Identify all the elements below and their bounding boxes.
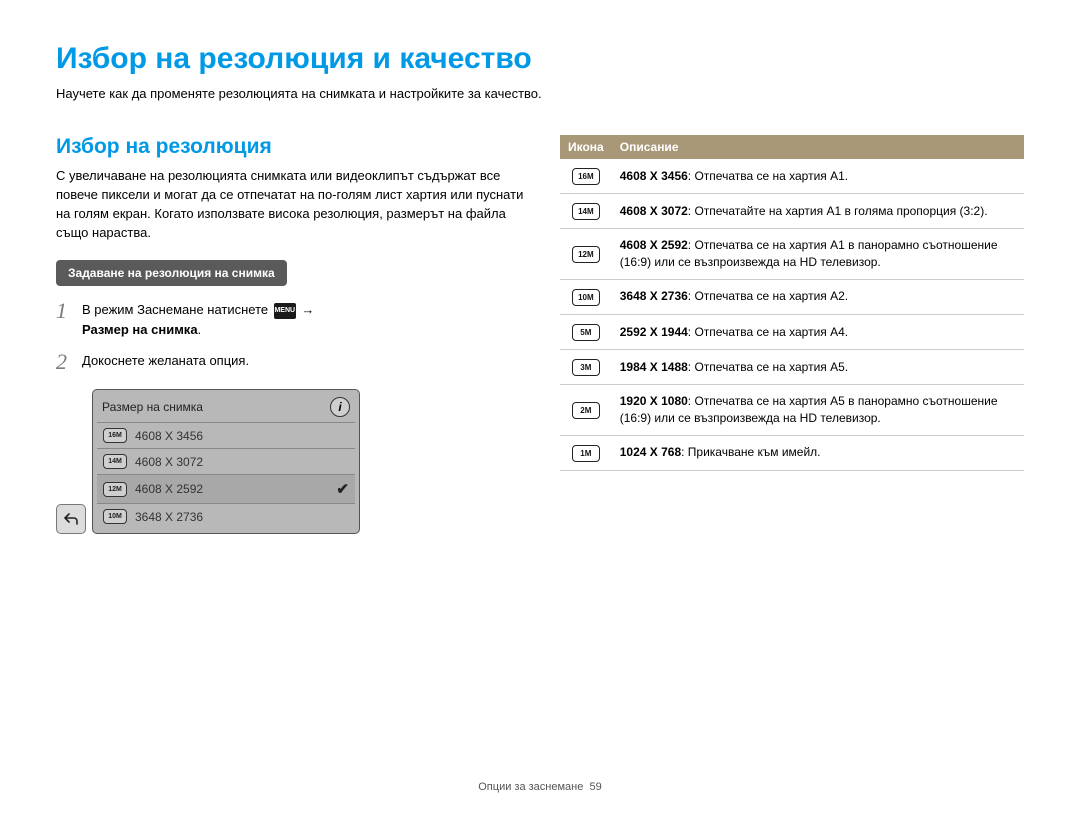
megapixel-icon: 16M bbox=[572, 168, 600, 185]
menu-icon: MENU bbox=[274, 303, 296, 319]
resolution-description: 1024 X 768: Прикачване към имейл. bbox=[612, 435, 1024, 470]
list-item: 14M 4608 X 3072 bbox=[97, 448, 355, 474]
table-row: 3M 1984 X 1488: Отпечатва се на хартия A5… bbox=[560, 349, 1024, 384]
page-footer: Опции за заснемане 59 bbox=[0, 781, 1080, 793]
step-number-1: 1 bbox=[56, 300, 72, 322]
section-heading: Избор на резолюция bbox=[56, 135, 526, 159]
table-header-icon: Икона bbox=[560, 135, 612, 159]
megapixel-icon: 12M bbox=[572, 246, 600, 263]
megapixel-icon: 2M bbox=[572, 402, 600, 419]
step-1-text: В режим Заснемане натиснете MENU → Разме… bbox=[82, 300, 526, 339]
check-icon: ✔ bbox=[336, 480, 349, 498]
resolution-table: Икона Описание 16M 4608 X 3456: Отпечатва… bbox=[560, 135, 1024, 471]
resolution-label: 4608 X 2592 bbox=[135, 482, 328, 496]
list-item: 16M 4608 X 3456 bbox=[97, 422, 355, 448]
resolution-description: 4608 X 3072: Отпечатайте на хартия A1 в … bbox=[612, 194, 1024, 229]
screenshot-title: Размер на снимка bbox=[102, 400, 203, 414]
megapixel-icon: 3M bbox=[572, 359, 600, 376]
list-item: 10M 3648 X 2736 bbox=[97, 503, 355, 529]
page-title: Избор на резолюция и качество bbox=[56, 42, 1024, 76]
megapixel-icon: 14M bbox=[572, 203, 600, 220]
megapixel-icon: 1M bbox=[572, 445, 600, 462]
resolution-description: 2592 X 1944: Отпечатва се на хартия A4. bbox=[612, 314, 1024, 349]
subsection-pill: Задаване на резолюция на снимка bbox=[56, 260, 287, 286]
table-row: 1M 1024 X 768: Прикачване към имейл. bbox=[560, 435, 1024, 470]
camera-screenshot: Размер на снимка i 16M 4608 X 3456 14M 4608… bbox=[56, 389, 526, 534]
table-header-desc: Описание bbox=[612, 135, 1024, 159]
resolution-description: 3648 X 2736: Отпечатва се на хартия A2. bbox=[612, 279, 1024, 314]
step-2-text: Докоснете желаната опция. bbox=[82, 351, 526, 371]
table-row: 10M 3648 X 2736: Отпечатва се на хартия A… bbox=[560, 279, 1024, 314]
list-item: 12M 4608 X 2592 ✔ bbox=[97, 474, 355, 503]
megapixel-icon: 14M bbox=[103, 454, 127, 469]
page-intro: Научете как да променяте резолюцията на … bbox=[56, 86, 1024, 101]
table-row: 5M 2592 X 1944: Отпечатва се на хартия A4… bbox=[560, 314, 1024, 349]
resolution-description: 4608 X 3456: Отпечатва се на хартия A1. bbox=[612, 159, 1024, 194]
table-row: 14M 4608 X 3072: Отпечатайте на хартия A1… bbox=[560, 194, 1024, 229]
resolution-label: 3648 X 2736 bbox=[135, 510, 349, 524]
table-row: 2M 1920 X 1080: Отпечатва се на хартия A5… bbox=[560, 385, 1024, 436]
megapixel-icon: 10M bbox=[572, 289, 600, 306]
megapixel-icon: 5M bbox=[572, 324, 600, 341]
step-number-2: 2 bbox=[56, 351, 72, 373]
back-icon bbox=[56, 504, 86, 534]
table-row: 12M 4608 X 2592: Отпечатва се на хартия A… bbox=[560, 229, 1024, 280]
resolution-description: 1920 X 1080: Отпечатва се на хартия A5 в… bbox=[612, 385, 1024, 436]
info-icon: i bbox=[330, 397, 350, 417]
table-row: 16M 4608 X 3456: Отпечатва се на хартия A… bbox=[560, 159, 1024, 194]
resolution-label: 4608 X 3072 bbox=[135, 455, 349, 469]
megapixel-icon: 12M bbox=[103, 482, 127, 497]
section-paragraph: С увеличаване на резолюцията снимката ил… bbox=[56, 167, 526, 242]
megapixel-icon: 10M bbox=[103, 509, 127, 524]
megapixel-icon: 16M bbox=[103, 428, 127, 443]
resolution-label: 4608 X 3456 bbox=[135, 429, 349, 443]
resolution-description: 4608 X 2592: Отпечатва се на хартия A1 в… bbox=[612, 229, 1024, 280]
resolution-description: 1984 X 1488: Отпечатва се на хартия A5. bbox=[612, 349, 1024, 384]
